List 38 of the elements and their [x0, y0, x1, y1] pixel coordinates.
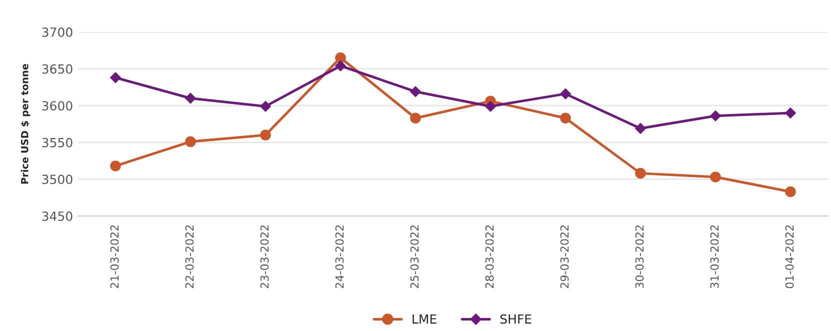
point	[785, 108, 796, 118]
legend-label: LME	[412, 314, 436, 324]
point	[410, 112, 421, 124]
point	[560, 88, 571, 100]
point	[110, 160, 121, 172]
point	[785, 186, 796, 198]
x-tick-label: 01-04-2022	[785, 225, 794, 288]
point	[260, 100, 271, 112]
y-tick-label: 3600	[42, 101, 72, 111]
y-tick-label: 3550	[42, 138, 72, 148]
point	[635, 122, 646, 134]
legend-label: SHFE	[500, 314, 532, 324]
point	[710, 110, 721, 122]
x-tick-label: 22-03-2022	[185, 225, 194, 288]
point	[110, 72, 121, 84]
point	[335, 52, 346, 64]
y-tick-label: 3450	[42, 211, 72, 221]
y-axis-title: Price USD $ per tonne	[20, 64, 30, 184]
x-tick-label: 25-03-2022	[410, 225, 419, 288]
point	[485, 100, 496, 112]
point	[185, 92, 196, 104]
point	[410, 86, 421, 98]
y-tick-label: 3650	[42, 64, 72, 74]
x-tick-label: 30-03-2022	[635, 225, 644, 288]
point	[560, 112, 571, 124]
x-tick-label: 21-03-2022	[110, 225, 119, 288]
x-tick-label: 28-03-2022	[485, 225, 494, 288]
x-tick-label: 24-03-2022	[335, 225, 344, 288]
x-tick-label: 23-03-2022	[260, 225, 269, 288]
point	[635, 168, 646, 179]
point	[185, 136, 196, 148]
point	[335, 60, 346, 72]
point	[260, 130, 271, 140]
point	[710, 172, 721, 182]
y-tick-label: 3500	[42, 174, 72, 184]
y-tick-label: 3700	[42, 27, 72, 37]
x-tick-label: 29-03-2022	[560, 225, 569, 288]
x-tick-label: 31-03-2022	[710, 225, 719, 288]
